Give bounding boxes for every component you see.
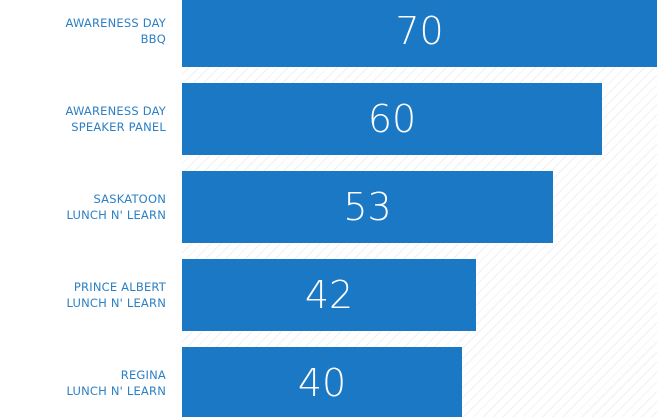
bar: [182, 347, 462, 417]
bar: [182, 0, 657, 67]
value-label: 60: [367, 97, 417, 141]
category-label: AWARENESS DAY SPEAKER PANEL: [0, 103, 166, 135]
value-label: 53: [343, 185, 392, 229]
category-label: PRINCE ALBERT LUNCH N' LEARN: [0, 279, 166, 311]
bar: [182, 171, 553, 243]
value-label: 40: [297, 361, 347, 405]
value-label: 70: [395, 9, 444, 53]
value-label: 42: [304, 273, 354, 317]
bar: [182, 259, 476, 331]
category-label: SASKATOON LUNCH N' LEARN: [0, 191, 166, 223]
category-label: AWARENESS DAY BBQ: [0, 15, 166, 47]
bar: [182, 83, 602, 155]
category-label: REGINA LUNCH N' LEARN: [0, 367, 166, 399]
